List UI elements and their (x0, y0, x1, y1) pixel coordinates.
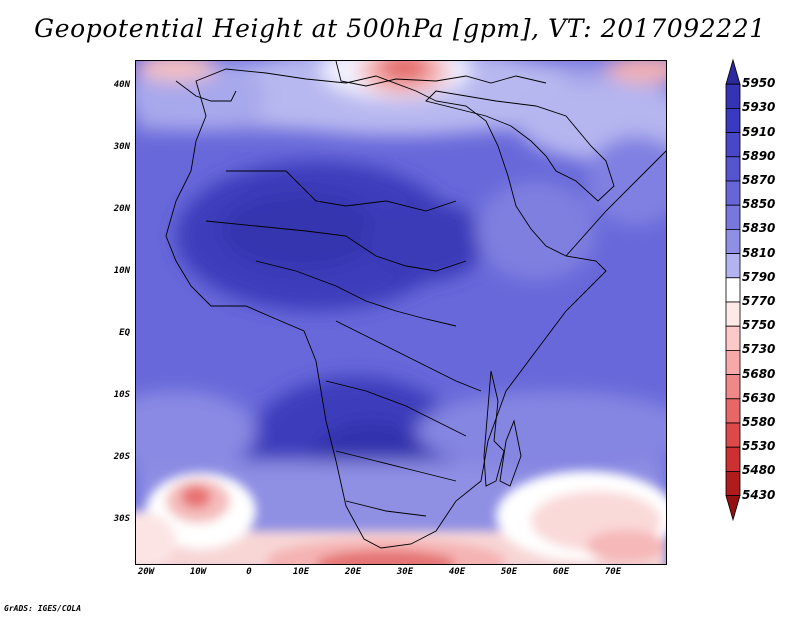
colorbar-level-label: 5580 (742, 415, 776, 429)
colorbar-level-label: 5810 (742, 245, 776, 260)
lat-label: 30N (113, 142, 130, 152)
colorbar-segment (725, 495, 741, 522)
colorbar-level-label: 5530 (742, 439, 776, 454)
colorbar-segment (725, 58, 741, 85)
colorbar-level-label: 5480 (742, 463, 776, 478)
colorbar-level-label: 5770 (742, 294, 776, 308)
geopotential-map (136, 61, 666, 564)
lon-label: 30E (396, 567, 414, 577)
colorbar-segment (725, 470, 741, 496)
coastlines (165, 61, 666, 549)
colorbar-segment (725, 180, 741, 206)
colorbar-level-label: 5790 (742, 269, 776, 284)
lat-label: EQ (119, 328, 130, 338)
colorbar-level-label: 5750 (742, 318, 776, 333)
colorbar-level-label: 5870 (742, 173, 776, 187)
lat-label: 20N (113, 204, 130, 214)
colorbar-segment (725, 374, 741, 400)
colorbar-segment (725, 228, 741, 254)
colorbar-level-label: 5910 (742, 124, 776, 139)
lon-label: 20W (137, 567, 155, 577)
chart-title: Geopotential Height at 500hPa [gpm], VT:… (34, 14, 766, 43)
lat-label: 20S (113, 452, 130, 462)
lat-label: 30S (113, 514, 130, 524)
colorbar-segment (725, 83, 741, 109)
lat-label: 40N (113, 80, 130, 90)
colorbar-segment (725, 301, 741, 327)
colorbar-level-label: 5930 (742, 100, 776, 115)
colorbar-level-label: 5680 (742, 366, 776, 381)
lat-label: 10S (113, 390, 130, 400)
colorbar-segment (725, 204, 741, 230)
colorbar-segment (725, 108, 741, 134)
credit-text: GrADS: IGES/COLA (4, 604, 82, 613)
colorbar-segment (725, 398, 741, 424)
map-panel (135, 60, 667, 565)
colorbar-segment (725, 156, 741, 182)
southern-lows (136, 471, 666, 564)
colorbar-level-label: 5950 (742, 76, 776, 91)
colorbar-segment (725, 422, 741, 448)
colorbar-level-label: 5430 (742, 487, 776, 502)
colorbar-level-label: 5890 (742, 148, 776, 163)
colorbar-level-label: 5630 (742, 390, 776, 405)
colorbar-segment (725, 253, 741, 279)
lon-label: 20E (344, 567, 362, 577)
lon-label: 50E (500, 567, 518, 577)
lat-label: 10N (113, 266, 130, 276)
lon-label: 10W (189, 567, 207, 577)
lon-label: 10E (292, 567, 310, 577)
colorbar-segments (725, 58, 741, 522)
lon-label: 60E (552, 567, 570, 577)
colorbar-segment (725, 132, 741, 158)
colorbar-segment (725, 277, 741, 303)
lon-label: 70E (604, 567, 622, 577)
colorbar-segment (725, 325, 741, 351)
colorbar-level-label: 5730 (742, 342, 776, 357)
colorbar-segment (725, 349, 741, 375)
lon-label: 40E (448, 567, 466, 577)
colorbar-segment (725, 446, 741, 472)
colorbar-level-label: 5830 (742, 221, 776, 236)
colorbar-level-label: 5850 (742, 197, 776, 212)
lon-label: 0 (246, 567, 252, 577)
